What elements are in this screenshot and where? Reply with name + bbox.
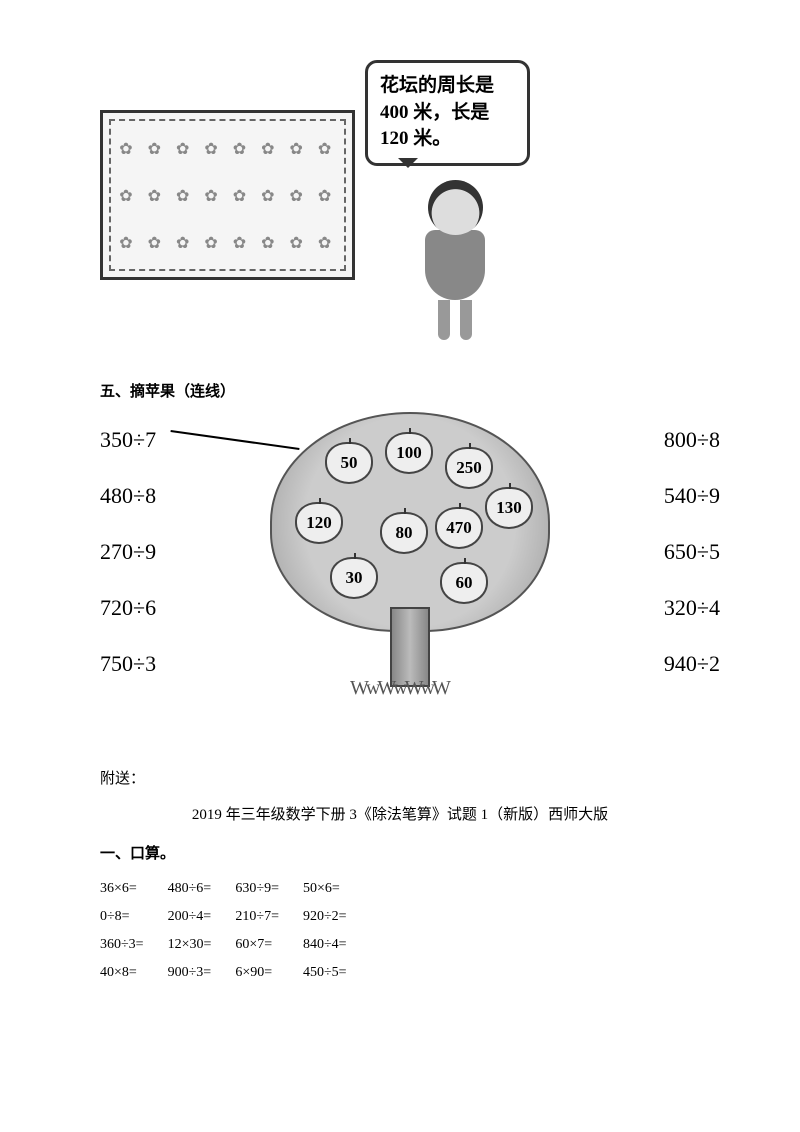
right-problem: 320÷4 [664,595,720,621]
appendix-label: 附送： [100,767,700,788]
left-problem: 350÷7 [100,427,156,453]
flower-pattern: ✿✿✿✿✿✿ ✿✿✿✿✿✿ ✿✿✿✿✿✿ ✿✿✿✿✿✿ [118,128,337,262]
left-problem: 750÷3 [100,651,156,677]
right-problem: 800÷8 [664,427,720,453]
table-row: 36×6=480÷6=630÷9=50×6= [100,875,371,903]
section-5-title: 五、摘苹果（连线） [100,380,700,401]
apple-tree-exercise: 350÷7 480÷8 270÷9 720÷6 750÷3 WwWwWwW 50 100 2… [100,407,700,727]
apple: 250 [445,447,493,489]
calc-cell: 36×6= [100,875,168,903]
calc-cell: 450÷5= [303,959,371,987]
tree-trunk [390,607,430,687]
calc-cell: 210÷7= [235,903,303,931]
calc-cell: 40×8= [100,959,168,987]
calc-cell: 6×90= [235,959,303,987]
table-row: 360÷3=12×30=60×7=840÷4= [100,931,371,959]
grass-icon: WwWwWwW [350,677,470,702]
apple: 470 [435,507,483,549]
left-problem: 270÷9 [100,539,156,565]
speech-line-3: 120 米。 [380,128,451,149]
right-problem: 940÷2 [664,651,720,677]
calc-section-title: 一、口算。 [100,842,700,863]
table-row: 40×8=900÷3=6×90=450÷5= [100,959,371,987]
apple: 100 [385,432,433,474]
apple: 60 [440,562,488,604]
document-title: 2019 年三年级数学下册 3《除法笔算》试题 1（新版）西师大版 [100,803,700,824]
left-problem: 480÷8 [100,483,156,509]
apple: 120 [295,502,343,544]
calc-cell: 630÷9= [235,875,303,903]
calc-cell: 920÷2= [303,903,371,931]
speech-line-1: 花坛的周长是 [380,75,494,96]
apple: 30 [330,557,378,599]
left-problems: 350÷7 480÷8 270÷9 720÷6 750÷3 [100,427,156,677]
table-row: 0÷8=200÷4=210÷7=920÷2= [100,903,371,931]
right-problem: 650÷5 [664,539,720,565]
calc-cell: 480÷6= [168,875,236,903]
calculation-table: 36×6=480÷6=630÷9=50×6=0÷8=200÷4=210÷7=92… [100,875,371,987]
calc-cell: 0÷8= [100,903,168,931]
calc-cell: 50×6= [303,875,371,903]
apple-tree: WwWwWwW 50 100 250 120 80470130 30 60 [260,407,560,717]
flowerbed-rect: ✿✿✿✿✿✿ ✿✿✿✿✿✿ ✿✿✿✿✿✿ ✿✿✿✿✿✿ [100,110,355,280]
left-problem: 720÷6 [100,595,156,621]
apple: 80 [380,512,428,554]
apple: 50 [325,442,373,484]
calc-cell: 360÷3= [100,931,168,959]
flowerbed-figure: ✿✿✿✿✿✿ ✿✿✿✿✿✿ ✿✿✿✿✿✿ ✿✿✿✿✿✿ 花坛的周长是 400 米… [100,50,530,340]
speech-line-2: 400 米，长是 [380,102,489,123]
right-problem: 540÷9 [664,483,720,509]
apple: 130 [485,487,533,529]
calc-cell: 12×30= [168,931,236,959]
calc-cell: 900÷3= [168,959,236,987]
calc-cell: 60×7= [235,931,303,959]
right-problems: 800÷8 540÷9 650÷5 320÷4 940÷2 [664,427,720,677]
speech-bubble: 花坛的周长是 400 米，长是 120 米。 [365,60,530,166]
girl-illustration [410,180,500,380]
calc-cell: 840÷4= [303,931,371,959]
calc-cell: 200÷4= [168,903,236,931]
